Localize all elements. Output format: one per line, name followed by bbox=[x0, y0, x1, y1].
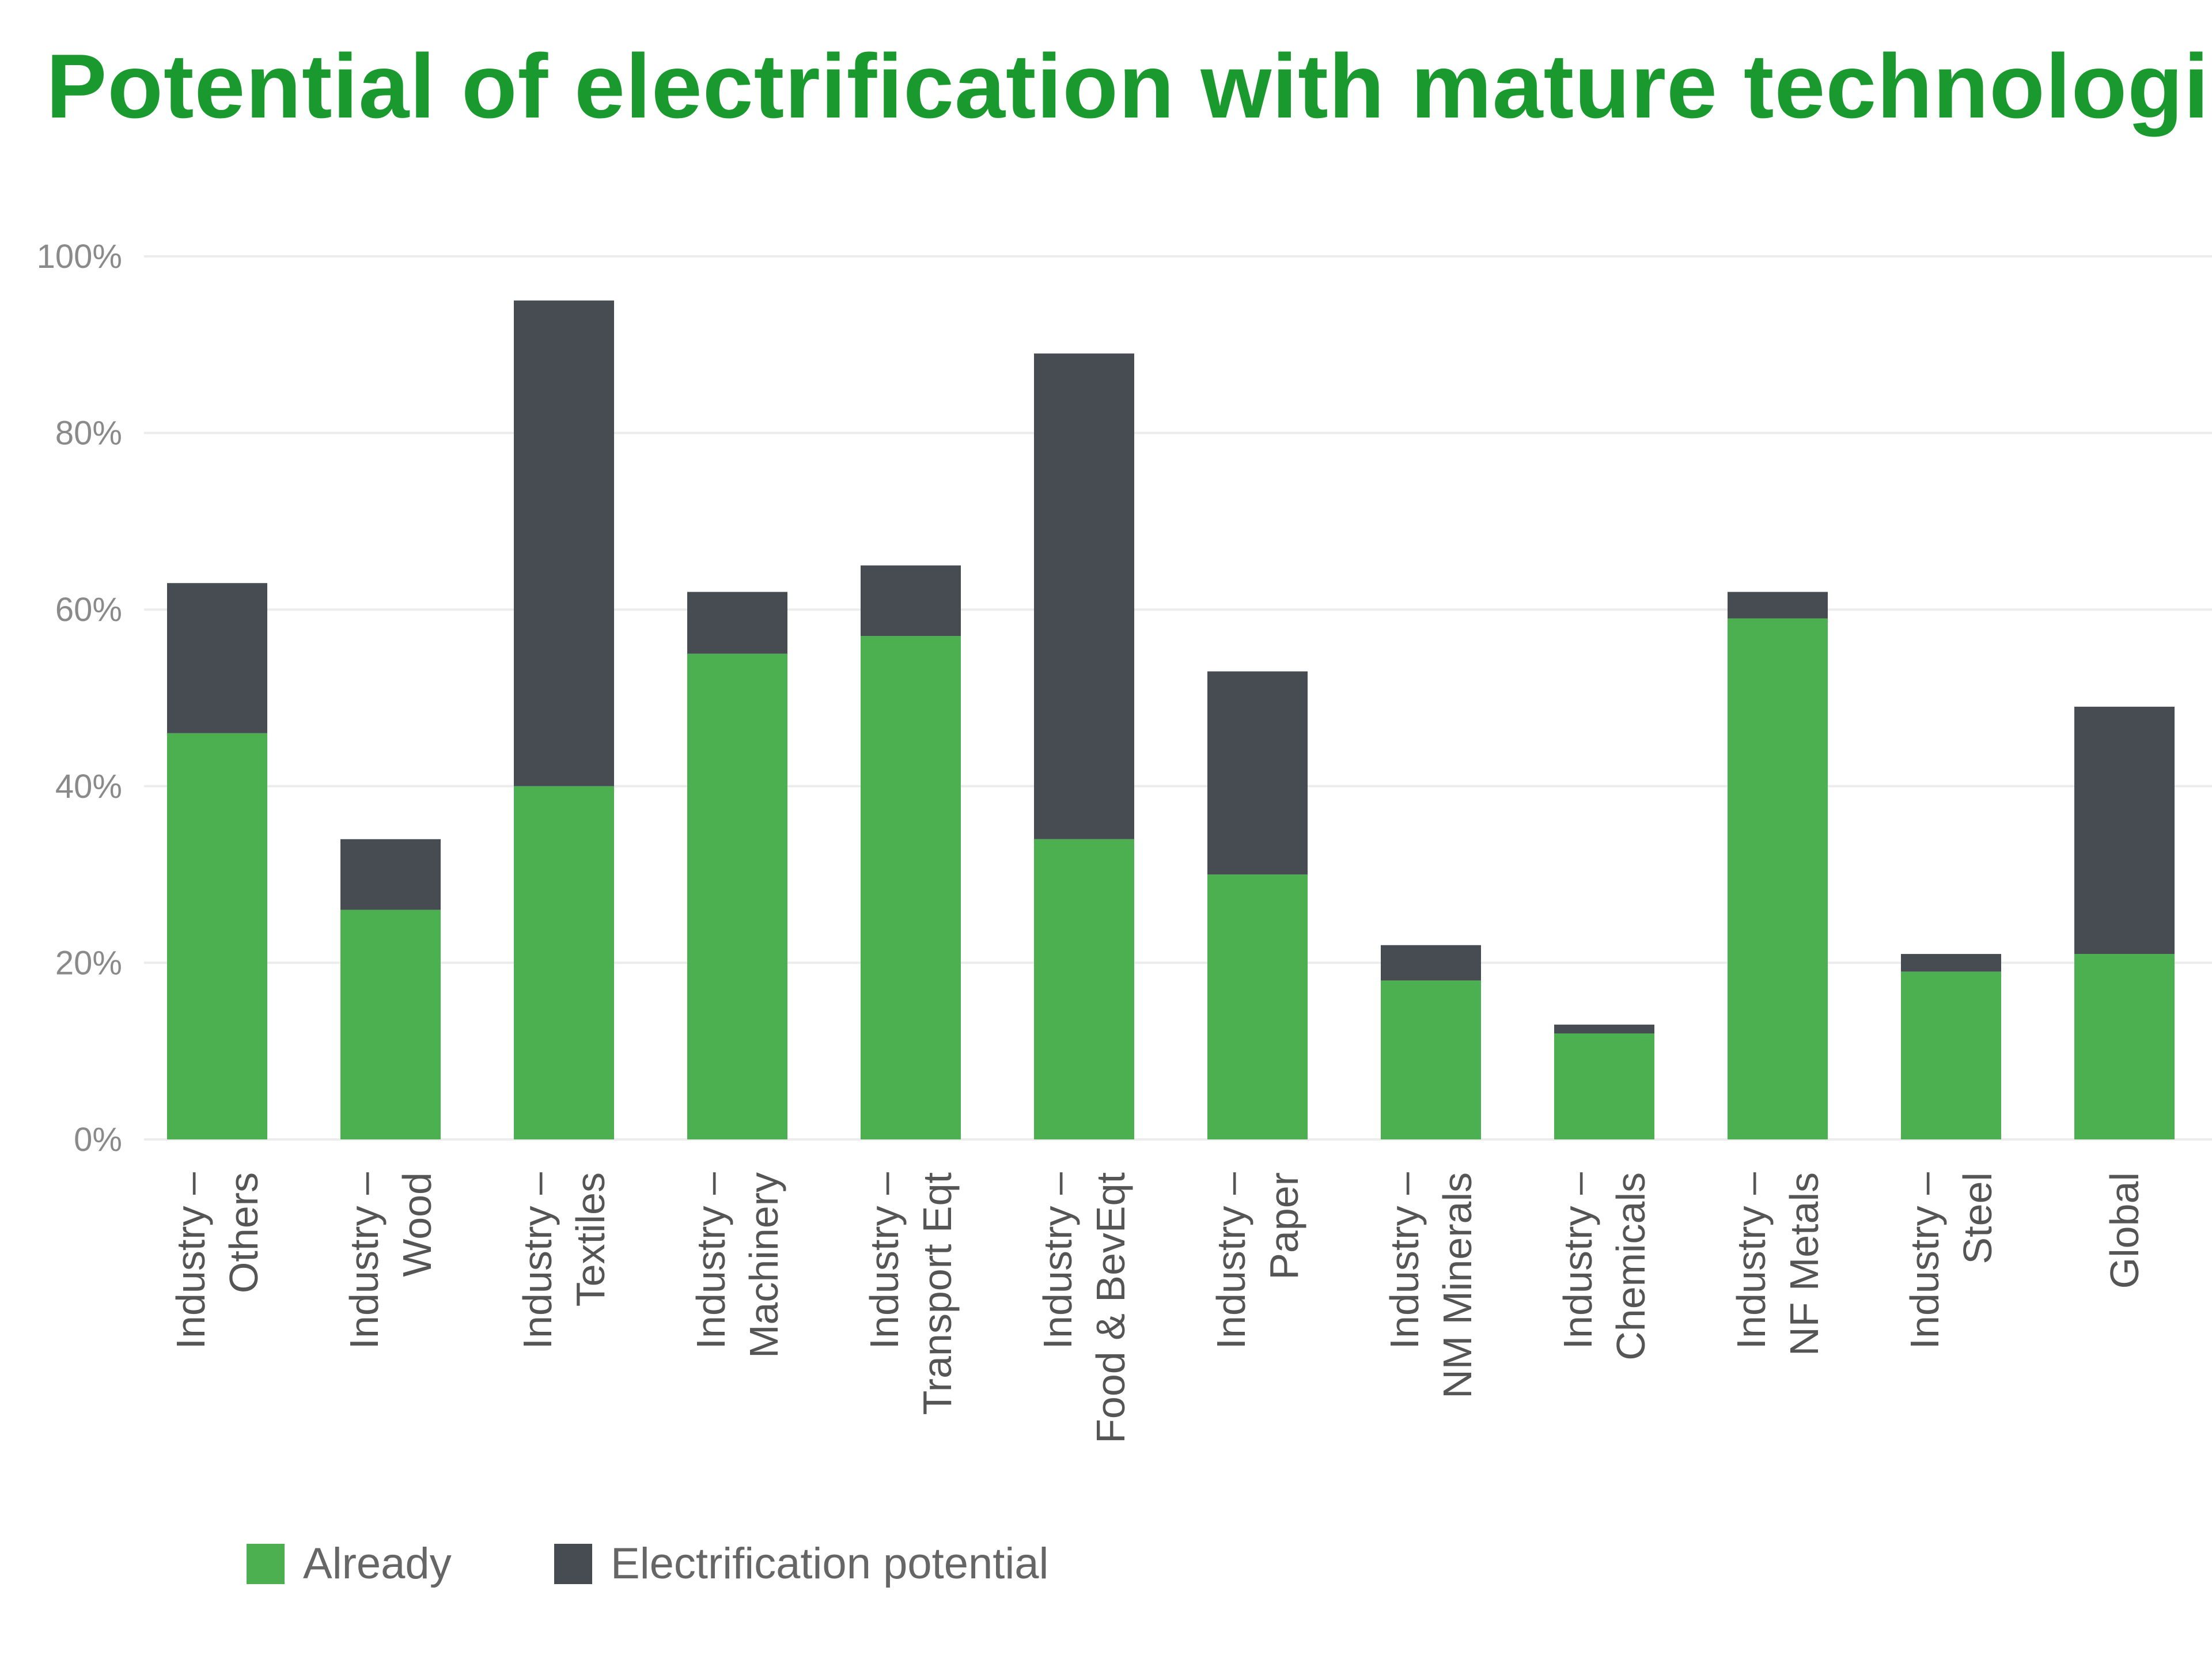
bar-electrification-potential bbox=[1554, 1024, 1654, 1034]
bar-already bbox=[1728, 618, 1828, 1139]
chart-title: Potential of electrification with mature… bbox=[46, 36, 2212, 137]
legend-label: Already bbox=[303, 1539, 452, 1588]
x-tick-label: Industry – Chemicals bbox=[1555, 1172, 1653, 1361]
x-tick-label: Industry – Wood bbox=[342, 1172, 440, 1349]
bar-electrification-potential bbox=[1381, 945, 1481, 981]
x-tick-label: Industry – Paper bbox=[1209, 1172, 1306, 1349]
x-tick-label-line: Transport Eqt bbox=[915, 1172, 960, 1415]
x-tick-label: Global bbox=[2102, 1172, 2147, 1289]
y-tick-label: 60% bbox=[55, 591, 122, 628]
y-tick-label: 40% bbox=[55, 768, 122, 805]
x-tick-label-line: Paper bbox=[1262, 1172, 1306, 1280]
bar-already bbox=[167, 733, 267, 1139]
legend-swatch bbox=[554, 1544, 592, 1584]
bar-electrification-potential bbox=[1207, 671, 1308, 875]
bar-already bbox=[1901, 971, 2001, 1139]
x-tick-label-line: Industry – bbox=[1729, 1172, 1774, 1349]
y-tick-label: 100% bbox=[37, 238, 122, 275]
bar-already bbox=[1034, 839, 1134, 1139]
x-tick-label-line: Industry – bbox=[1555, 1172, 1600, 1349]
x-tick-label-line: Industry – bbox=[1035, 1172, 1080, 1349]
bar-electrification-potential bbox=[514, 300, 614, 786]
bar-electrification-potential bbox=[1728, 592, 1828, 619]
y-tick-label: 0% bbox=[74, 1121, 122, 1158]
x-tick-label-line: Industry – bbox=[1902, 1172, 1947, 1349]
x-tick-label: Industry – Transport Eqt bbox=[862, 1172, 960, 1415]
x-tick-label: Industry – Food & BevEqt bbox=[1035, 1172, 1133, 1444]
legend-swatch bbox=[247, 1544, 285, 1584]
x-tick-label-line: Industry – bbox=[515, 1172, 560, 1349]
x-tick-label-line: Machinery bbox=[741, 1172, 786, 1358]
legend-label: Electrification potential bbox=[611, 1539, 1048, 1588]
bar-already bbox=[1554, 1033, 1654, 1139]
x-tick-label-line: Industry – bbox=[862, 1172, 907, 1349]
x-tick-label-line: Industry – bbox=[168, 1172, 213, 1349]
bar-already bbox=[340, 910, 441, 1139]
bar-electrification-potential bbox=[2074, 706, 2175, 955]
x-tick-label-line: Industry – bbox=[1382, 1172, 1427, 1349]
bar-already bbox=[2074, 954, 2175, 1139]
x-tick-label: Industry – Machinery bbox=[688, 1172, 786, 1358]
bar-already bbox=[1207, 874, 1308, 1139]
x-tick-label-line: Steel bbox=[1955, 1172, 2000, 1264]
x-tick-label-line: Industry – bbox=[342, 1172, 387, 1349]
bar-already bbox=[1381, 980, 1481, 1139]
bar-already bbox=[514, 786, 614, 1139]
x-tick-label-line: Global bbox=[2102, 1172, 2147, 1289]
bar-electrification-potential bbox=[687, 592, 787, 654]
bar-electrification-potential bbox=[861, 565, 961, 637]
x-tick-label: Industry – Others bbox=[168, 1172, 266, 1349]
y-tick-label: 20% bbox=[55, 944, 122, 982]
x-tick-label: Industry – Textiles bbox=[515, 1172, 613, 1349]
x-tick-label-line: Industry – bbox=[1209, 1172, 1253, 1349]
x-tick-label-line: Wood bbox=[395, 1172, 440, 1277]
bar-electrification-potential bbox=[340, 839, 441, 910]
x-tick-label-line: NM Minerals bbox=[1435, 1172, 1480, 1399]
x-tick-label-line: NF Metals bbox=[1782, 1172, 1827, 1356]
x-tick-label: Industry – Steel bbox=[1902, 1172, 2000, 1349]
x-tick-label-line: Chemicals bbox=[1608, 1172, 1653, 1361]
x-tick-label: Industry – NF Metals bbox=[1729, 1172, 1827, 1356]
x-tick-label-line: Food & BevEqt bbox=[1088, 1172, 1133, 1444]
x-tick-label-line: Industry – bbox=[688, 1172, 733, 1349]
x-tick-label-line: Others bbox=[221, 1172, 266, 1293]
x-tick-label-line: Textiles bbox=[568, 1172, 613, 1306]
x-tick-label: Industry – NM Minerals bbox=[1382, 1172, 1480, 1399]
y-tick-label: 80% bbox=[55, 415, 122, 452]
bar-electrification-potential bbox=[1901, 954, 2001, 972]
bar-already bbox=[687, 653, 787, 1139]
bar-electrification-potential bbox=[1034, 353, 1134, 839]
bar-already bbox=[861, 636, 961, 1139]
bar-electrification-potential bbox=[167, 583, 267, 733]
